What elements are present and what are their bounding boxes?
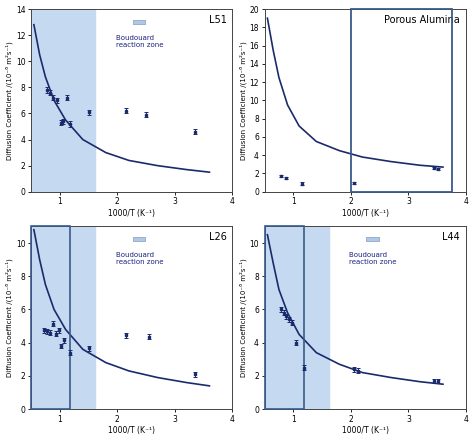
Bar: [31, 9, 95, 192]
Text: L51: L51: [209, 15, 227, 25]
Bar: [264, 226, 304, 409]
Bar: [351, 9, 452, 192]
Legend: : [131, 235, 152, 244]
Legend: : [131, 18, 152, 27]
Text: Boudouard 
reaction zone: Boudouard reaction zone: [349, 252, 397, 265]
Text: Porous Alumina: Porous Alumina: [384, 15, 460, 25]
Text: L26: L26: [209, 232, 227, 242]
Y-axis label: Diffusion Coefficient /(10⁻⁶ m²s⁻¹): Diffusion Coefficient /(10⁻⁶ m²s⁻¹): [6, 258, 13, 377]
X-axis label: 1000/T (K⁻¹): 1000/T (K⁻¹): [342, 209, 389, 218]
X-axis label: 1000/T (K⁻¹): 1000/T (K⁻¹): [108, 209, 155, 218]
Bar: [31, 226, 95, 409]
Legend: : [365, 235, 386, 244]
Bar: [264, 226, 329, 409]
X-axis label: 1000/T (K⁻¹): 1000/T (K⁻¹): [342, 426, 389, 435]
Text: Boudouard 
reaction zone: Boudouard reaction zone: [116, 35, 163, 48]
Bar: [31, 226, 70, 409]
Y-axis label: Diffusion Coefficient /(10⁻⁶ m²s⁻¹): Diffusion Coefficient /(10⁻⁶ m²s⁻¹): [239, 41, 246, 160]
Y-axis label: Diffusion Coefficient /(10⁻⁶ m²s⁻¹): Diffusion Coefficient /(10⁻⁶ m²s⁻¹): [6, 41, 13, 160]
Text: Boudouard 
reaction zone: Boudouard reaction zone: [116, 252, 163, 265]
X-axis label: 1000/T (K⁻¹): 1000/T (K⁻¹): [108, 426, 155, 435]
Y-axis label: Diffusion Coefficient /(10⁻⁶ m²s⁻¹): Diffusion Coefficient /(10⁻⁶ m²s⁻¹): [239, 258, 246, 377]
Text: L44: L44: [442, 232, 460, 242]
